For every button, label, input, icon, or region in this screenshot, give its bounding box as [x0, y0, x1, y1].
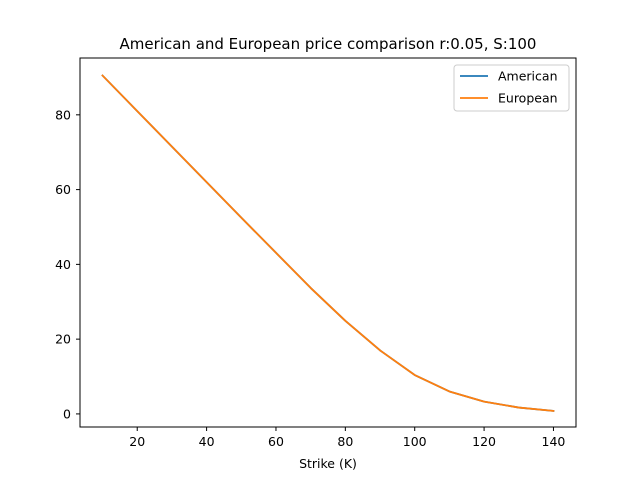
plot-frame: [79, 57, 577, 428]
x-tick-label: 100: [403, 434, 427, 449]
x-tick-label: 20: [129, 434, 145, 449]
legend: American European: [453, 64, 570, 112]
x-tick-label: 140: [542, 434, 566, 449]
x-tick-label: 120: [472, 434, 496, 449]
y-axis: 0 20 40 60 80: [55, 107, 80, 421]
series-line-european: [101, 74, 555, 412]
x-axis: 20 40 60 80 100 120 140: [129, 427, 565, 449]
y-tick-label: 60: [55, 182, 71, 197]
legend-label-american: American: [498, 69, 558, 84]
x-tick-label: 80: [337, 434, 353, 449]
x-tick-label: 40: [199, 434, 215, 449]
y-tick-label: 80: [55, 107, 71, 122]
y-tick-label: 0: [63, 406, 71, 421]
y-tick-label: 40: [55, 257, 71, 272]
x-axis-label: Strike (K): [299, 456, 357, 471]
series-layer: [101, 74, 555, 412]
y-tick-label: 20: [55, 332, 71, 347]
chart-title: American and European price comparison r…: [120, 35, 537, 53]
plot-area: [79, 57, 577, 428]
x-tick-label: 60: [268, 434, 284, 449]
legend-label-european: European: [498, 91, 558, 106]
